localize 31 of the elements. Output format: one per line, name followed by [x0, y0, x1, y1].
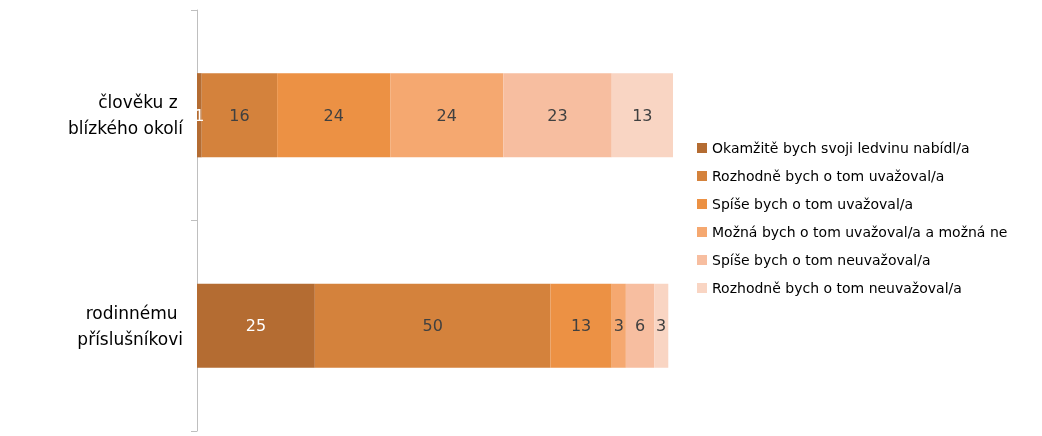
- bar: [550, 283, 612, 368]
- bar: [197, 73, 202, 158]
- legend-label: Spíše bych o tom neuvažoval/a: [712, 252, 931, 268]
- y-tick-label: rodinnému příslušníkovi: [77, 302, 183, 349]
- bar: [201, 73, 278, 158]
- data-label: 13: [570, 316, 592, 336]
- bar: [390, 73, 504, 158]
- bar: [277, 73, 391, 158]
- legend-label: Rozhodně bych o tom uvažoval/a: [712, 168, 945, 184]
- data-label: 3: [656, 316, 667, 336]
- data-label: 3: [613, 316, 624, 336]
- bar: [314, 283, 551, 368]
- bar: [611, 283, 626, 368]
- legend-label: Rozhodně bych o tom neuvažoval/a: [712, 280, 962, 296]
- legend-label: Spíše bych o tom uvažoval/a: [712, 196, 914, 212]
- bar: [625, 283, 655, 368]
- bar: [503, 73, 612, 158]
- data-label: 24: [323, 105, 344, 125]
- data-label: 23: [547, 105, 568, 125]
- bar: [654, 283, 669, 368]
- bar: [611, 73, 673, 158]
- y-tick-label: člověku z blízkého okolí: [68, 92, 185, 139]
- data-label: 6: [634, 316, 646, 336]
- legend-label: Možná bych o tom uvažoval/a a možná ne: [712, 224, 1008, 240]
- data-label: 25: [245, 316, 267, 336]
- data-label: 50: [422, 316, 443, 336]
- legend-label: Okamžitě bych svoji ledvinu nabídl/a: [712, 140, 970, 156]
- data-label: 24: [436, 105, 457, 125]
- bar: [197, 283, 315, 368]
- data-label: 16: [229, 105, 250, 125]
- data-label: 13: [632, 105, 653, 125]
